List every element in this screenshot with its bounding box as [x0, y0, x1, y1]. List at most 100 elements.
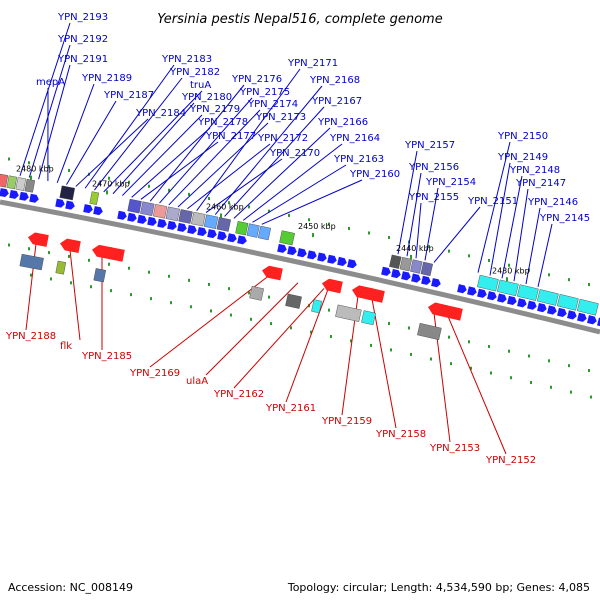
track-dot	[388, 235, 390, 239]
track-dot	[68, 254, 70, 258]
reverse-label-connector	[149, 275, 269, 368]
forward-gene-block	[140, 201, 155, 216]
gene-label-ypn-2179: YPN_2179	[189, 104, 240, 115]
forward-gene-block	[257, 225, 272, 241]
track-dot	[568, 364, 570, 368]
track-dot	[30, 273, 32, 277]
forward-label-connector	[214, 85, 323, 215]
forward-gene-arrow	[597, 317, 600, 327]
track-dots	[8, 157, 592, 399]
forward-gene-block	[536, 289, 559, 306]
forward-gene-block	[235, 221, 249, 236]
track-dot	[170, 301, 172, 305]
gene-label-ypn-2150: YPN_2150	[497, 131, 548, 142]
forward-label-connector	[537, 223, 553, 288]
forward-gene-arrow	[307, 250, 317, 260]
gene-label-ypn-2154: YPN_2154	[425, 177, 476, 188]
track-dot	[568, 278, 570, 282]
forward-label-connector	[501, 175, 523, 279]
forward-gene-arrow	[157, 218, 167, 228]
forward-gene-arrow	[227, 233, 237, 243]
track-dot	[270, 322, 272, 326]
scale-tick-mark	[220, 213, 222, 218]
track-dot	[168, 188, 170, 192]
backbone-line	[0, 199, 600, 335]
forward-gene-arrow	[117, 210, 127, 220]
forward-gene-arrow	[147, 216, 157, 226]
gene-label-ypn-2162: YPN_2162	[213, 389, 264, 400]
reverse-gene-arrow	[322, 278, 343, 294]
forward-gene-arrow	[9, 189, 19, 199]
forward-gene-block	[6, 175, 18, 190]
track-dot	[88, 258, 90, 262]
forward-gene-block	[410, 259, 423, 274]
track-dot	[68, 168, 70, 172]
reverse-label-connector	[69, 250, 81, 341]
forward-label-connector	[66, 100, 117, 185]
track-dot	[50, 277, 52, 281]
forward-label-connector	[415, 202, 422, 259]
scale-tick-mark	[30, 175, 32, 180]
gene-label-ypn-2161: YPN_2161	[265, 403, 316, 414]
gene-label-ypn-2151: YPN_2151	[467, 196, 518, 207]
track-dot	[230, 313, 232, 317]
gene-label-ypn-2152: YPN_2152	[485, 455, 536, 466]
forward-gene-block	[556, 293, 579, 311]
forward-gene-arrow	[327, 254, 337, 264]
forward-gene-block	[399, 256, 413, 272]
track-dot	[268, 295, 270, 299]
forward-gene-arrow	[411, 273, 421, 283]
gene-label-ypn-2185: YPN_2185	[81, 351, 132, 362]
forward-gene-arrow	[347, 259, 357, 269]
gene-label-ypn-2147: YPN_2147	[515, 178, 566, 189]
gene-label-flk: flk	[60, 341, 72, 352]
forward-gene-block	[89, 191, 100, 205]
track-dot	[130, 293, 132, 297]
forward-label-connector	[140, 141, 219, 200]
track-dot	[548, 359, 550, 363]
forward-gene-arrow	[567, 310, 577, 320]
forward-gene-block	[420, 261, 433, 277]
gene-label-ypn-2153: YPN_2153	[429, 443, 480, 454]
gene-label-ypn-2156: YPN_2156	[408, 162, 459, 173]
gene-label-ypn-2173: YPN_2173	[255, 112, 306, 123]
forward-gene-arrow	[237, 235, 247, 245]
gene-label-ypn-2176: YPN_2176	[231, 74, 282, 85]
forward-gene-arrow	[0, 188, 9, 198]
track-dot	[290, 326, 292, 330]
forward-gene-arrow	[527, 300, 537, 310]
forward-gene-arrow	[587, 315, 597, 325]
gene-label-ypn-2172: YPN_2172	[257, 133, 308, 144]
forward-gene-arrow	[487, 291, 497, 301]
forward-gene-block	[516, 284, 539, 301]
gene-label-ypn-2171: YPN_2171	[287, 58, 338, 69]
scale-tick-label: 2450 kbp	[298, 222, 336, 231]
forward-gene-arrow	[507, 295, 517, 306]
track-dot	[110, 289, 112, 293]
forward-label-connector	[84, 64, 175, 189]
forward-gene-arrow	[137, 214, 147, 224]
label-connectors	[19, 22, 553, 455]
forward-gene-arrow	[29, 193, 39, 203]
forward-label-connector	[477, 141, 511, 273]
track-dot	[550, 385, 552, 389]
track-dot	[368, 231, 370, 235]
forward-gene-block	[203, 214, 219, 230]
forward-gene-arrow	[19, 191, 29, 201]
forward-label-connector	[424, 187, 439, 261]
scale-ticks: 2480 kbp 2470 kbp 2460 kbp 2450 kbp 2440 kbp…	[16, 165, 530, 282]
gene-features	[0, 173, 600, 341]
forward-gene-block	[152, 203, 168, 219]
gene-label-ypn-2174: YPN_2174	[247, 99, 298, 110]
forward-gene-block	[24, 178, 36, 193]
forward-gene-arrow	[337, 256, 347, 267]
track-dot	[208, 196, 210, 200]
forward-label-connector	[121, 114, 203, 196]
genome-summary: Topology: circular; Length: 4,534,590 bp…	[287, 581, 590, 594]
gene-label-ypn-2187: YPN_2187	[103, 90, 154, 101]
gene-label-ypn-2157: YPN_2157	[404, 140, 455, 151]
forward-gene-arrow	[577, 312, 587, 322]
reverse-label-connector	[285, 289, 329, 403]
gene-label-ypn-2149: YPN_2149	[497, 152, 548, 163]
reverse-gene-arrow	[364, 288, 385, 303]
